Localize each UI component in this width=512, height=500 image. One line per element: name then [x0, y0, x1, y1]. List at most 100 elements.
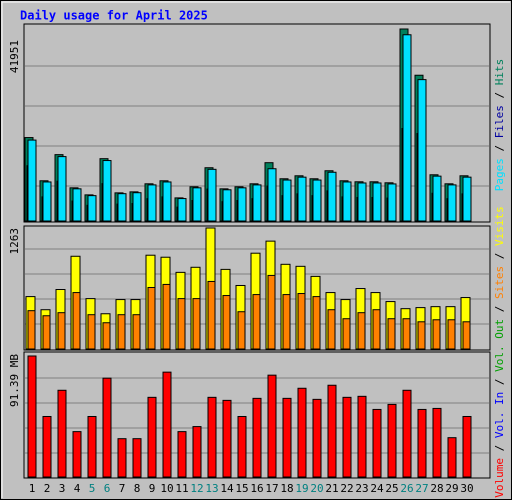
bar: [177, 431, 187, 478]
bar: [132, 192, 142, 222]
bar: [222, 295, 231, 350]
x-tick-label: 25: [385, 482, 398, 495]
x-tick-label: 6: [104, 482, 111, 495]
legend-entry: Files: [493, 105, 506, 138]
bar: [72, 292, 81, 350]
legend-separator: /: [493, 85, 506, 105]
bar: [117, 193, 127, 222]
x-tick-label: 8: [134, 482, 141, 495]
bar: [432, 175, 442, 222]
bar: [327, 171, 337, 222]
bar: [372, 309, 381, 350]
x-tick-label: 1: [29, 482, 36, 495]
legend-entry: Sites: [493, 266, 506, 299]
bar: [87, 314, 96, 350]
x-tick-label: 20: [310, 482, 323, 495]
bar: [447, 437, 457, 478]
bar: [147, 396, 157, 478]
x-tick-label: 7: [119, 482, 126, 495]
bar: [162, 371, 172, 478]
bar: [357, 312, 366, 350]
x-tick-label: 12: [190, 482, 203, 495]
bar: [72, 431, 82, 478]
bar: [252, 397, 262, 478]
bar: [267, 168, 277, 222]
x-tick-label: 17: [265, 482, 278, 495]
x-tick-label: 29: [445, 482, 458, 495]
x-tick-label: 3: [59, 482, 66, 495]
bar: [237, 311, 246, 350]
bar: [432, 407, 442, 478]
x-tick-label: 23: [355, 482, 368, 495]
bar: [297, 293, 306, 350]
bar: [327, 309, 336, 350]
bar: [387, 183, 397, 222]
legend-separator: /: [493, 246, 506, 266]
x-tick-label: 19: [295, 482, 308, 495]
bar: [147, 184, 157, 222]
bar: [192, 187, 202, 222]
bar: [87, 415, 97, 478]
bar: [252, 184, 262, 222]
bar: [402, 318, 411, 350]
bar: [162, 283, 171, 350]
bar: [132, 314, 141, 350]
bar: [57, 312, 66, 350]
bar: [372, 408, 382, 478]
y-tick-label: 1263: [8, 228, 21, 255]
bar: [417, 79, 427, 222]
bar: [192, 426, 202, 478]
bar: [432, 319, 441, 350]
bar: [117, 438, 127, 478]
x-tick-label: 10: [160, 482, 173, 495]
x-tick-label: 27: [415, 482, 428, 495]
legend-entry: Volume: [493, 458, 506, 498]
legend: Volume / Vol. In / Vol. Out / Sites / Vi…: [493, 206, 506, 497]
y-tick-label: 91.39 MB: [8, 354, 21, 407]
x-tick-label: 26: [400, 482, 413, 495]
x-tick-label: 2: [44, 482, 51, 495]
x-tick-label: 16: [250, 482, 263, 495]
bar: [342, 396, 352, 478]
x-tick-label: 24: [370, 482, 384, 495]
bar: [402, 389, 412, 478]
bar: [252, 294, 261, 350]
x-tick-label: 30: [460, 482, 473, 495]
bar: [177, 298, 186, 350]
bar: [87, 195, 97, 222]
y-tick-label: 41951: [8, 40, 21, 73]
x-tick-label: 13: [205, 482, 218, 495]
bar: [72, 188, 82, 222]
bar: [102, 160, 112, 222]
bar: [417, 321, 426, 350]
bar: [462, 176, 472, 222]
bar: [267, 374, 277, 478]
bar: [162, 181, 172, 222]
bar: [447, 184, 457, 222]
bar: [147, 286, 156, 350]
bar: [42, 181, 52, 222]
bar: [462, 415, 472, 478]
bar: [372, 182, 382, 222]
x-tick-label: 18: [280, 482, 293, 495]
legend-entry: Visits: [493, 206, 506, 246]
bar: [132, 438, 142, 478]
legend-separator: /: [493, 372, 506, 392]
legend: Pages / Files / Hits: [493, 59, 506, 192]
bar: [102, 377, 112, 478]
bar: [447, 319, 456, 350]
bar: [327, 384, 337, 478]
bar: [192, 298, 201, 350]
bar: [267, 274, 276, 350]
bar: [282, 397, 292, 478]
bar: [387, 318, 396, 350]
bar: [207, 168, 217, 222]
legend-entry: Pages: [493, 158, 506, 191]
bar: [312, 179, 322, 222]
bar: [42, 415, 52, 478]
legend-separator: /: [493, 138, 506, 158]
bar: [297, 387, 307, 478]
bar: [27, 310, 36, 350]
